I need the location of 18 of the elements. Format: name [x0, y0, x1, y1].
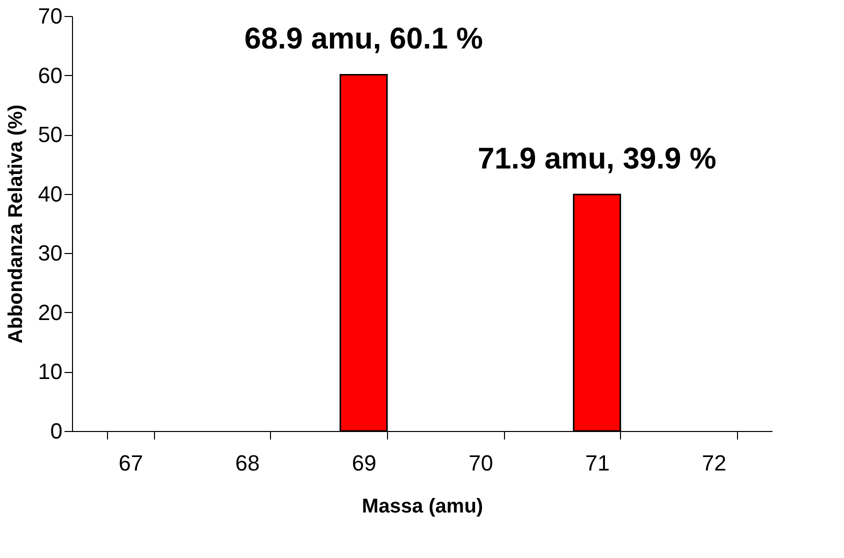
x-tick-label: 69 [352, 450, 376, 476]
y-axis-title: Abbondanza Relativa (%) [5, 104, 28, 344]
x-axis-title: Massa (amu) [362, 496, 484, 518]
y-tick-label: 40 [38, 181, 62, 206]
x-tick-label: 72 [702, 450, 726, 476]
x-tick-label: 70 [468, 450, 494, 476]
annotation: 68.9 amu, 60.1 % [244, 22, 483, 56]
y-tick-label: 70 [38, 4, 62, 28]
x-tick-label: 71 [585, 450, 610, 476]
annotation: 71.9 amu, 39.9 % [478, 142, 716, 176]
y-tick-label: 50 [38, 122, 62, 148]
y-tick-label: 60 [38, 62, 62, 88]
y-tick-label: 30 [38, 240, 62, 266]
y-tick-label: 20 [38, 300, 62, 325]
y-tick-label: 10 [38, 359, 62, 384]
y-tick-label: 0 [50, 418, 62, 444]
x-tick-label: 68 [235, 450, 260, 476]
x-tick-label: 67 [118, 450, 144, 476]
